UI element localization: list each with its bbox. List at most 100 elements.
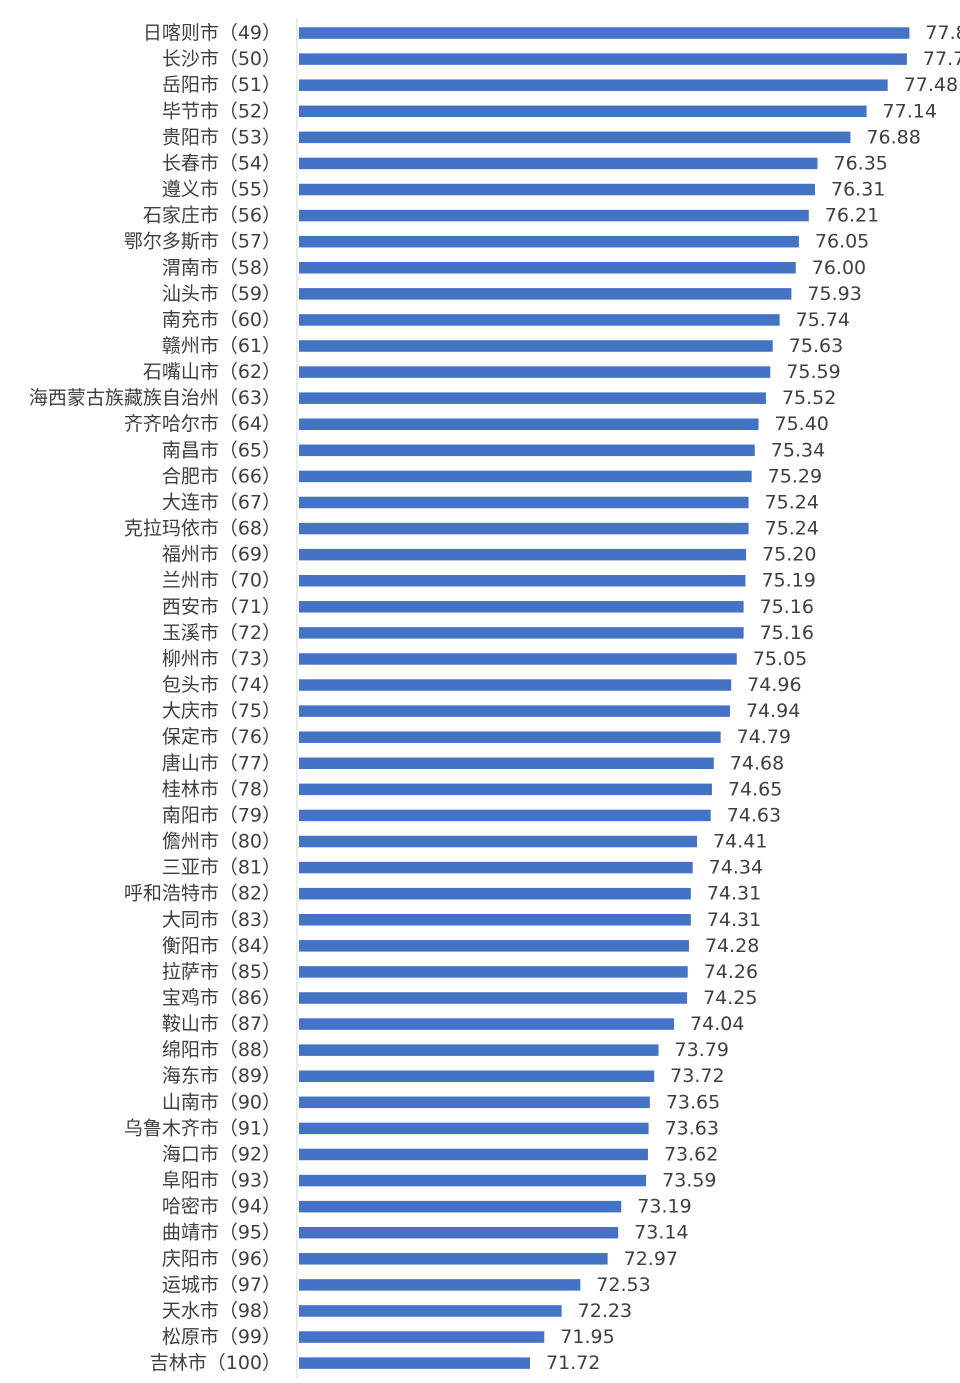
bar: [299, 992, 688, 1004]
data-label: 74.34: [709, 857, 763, 879]
data-label: 72.97: [624, 1248, 678, 1270]
category-label: 南昌市（65）: [162, 439, 281, 461]
bar: [299, 79, 888, 91]
category-label: 乌鲁木齐市（91）: [124, 1117, 281, 1139]
data-label: 75.93: [807, 283, 861, 305]
bar: [299, 809, 711, 822]
category-label: 山南市（90）: [162, 1091, 281, 1113]
category-label: 渭南市（58）: [162, 257, 281, 279]
bar: [299, 1148, 648, 1161]
data-label: 73.65: [666, 1091, 720, 1113]
data-label: 74.31: [707, 883, 761, 905]
category-label: 南阳市（79）: [162, 804, 281, 826]
bar: [299, 705, 730, 717]
bar: [299, 1279, 581, 1291]
data-label: 76.05: [815, 231, 869, 253]
category-label: 汕头市（59）: [162, 283, 281, 305]
category-label: 兰州市（70）: [162, 570, 281, 592]
bar: [299, 444, 755, 457]
data-label: 75.74: [796, 309, 850, 331]
data-label: 73.63: [665, 1117, 719, 1139]
data-label: 74.68: [730, 752, 784, 774]
bar: [299, 679, 732, 691]
category-label: 遵义市（55）: [162, 179, 281, 201]
data-label: 72.53: [596, 1274, 650, 1296]
category-label: 运城市（97）: [162, 1274, 281, 1296]
bar: [299, 157, 818, 170]
bar: [299, 1253, 608, 1265]
bar: [299, 1044, 659, 1056]
category-label: 毕节市（52）: [162, 100, 281, 122]
category-label: 松原市（99）: [162, 1326, 281, 1348]
data-label: 74.79: [737, 726, 791, 748]
data-label: 74.28: [705, 935, 759, 957]
bar: [299, 366, 771, 378]
bar: [299, 835, 698, 848]
data-label: 74.65: [728, 778, 782, 800]
category-label: 衡阳市（84）: [162, 935, 281, 957]
bar: [299, 1226, 619, 1239]
data-label: 77.48: [904, 74, 958, 96]
data-label: 75.59: [786, 361, 840, 383]
category-label: 长沙市（50）: [162, 48, 281, 70]
data-label: 75.19: [761, 570, 815, 592]
category-label: 大同市（83）: [162, 909, 281, 931]
category-label: 大庆市（75）: [162, 700, 281, 722]
bar: [299, 53, 907, 65]
bar: [299, 1305, 562, 1317]
category-label: 曲靖市（95）: [162, 1222, 281, 1244]
data-label: 76.21: [825, 205, 879, 227]
bar: [299, 235, 799, 248]
bar: [299, 1122, 649, 1135]
bar: [299, 418, 759, 430]
category-label: 宝鸡市（86）: [162, 987, 281, 1009]
category-label: 保定市（76）: [162, 726, 281, 748]
bars: [299, 27, 910, 1369]
data-label: 75.63: [789, 335, 843, 357]
data-label: 74.96: [747, 674, 801, 696]
category-label: 齐齐哈尔市（64）: [124, 413, 281, 435]
category-label: 长春市（54）: [162, 152, 281, 174]
data-label: 76.88: [866, 126, 920, 148]
bar: [299, 574, 746, 587]
data-label: 75.34: [771, 439, 825, 461]
data-label: 74.26: [704, 961, 758, 983]
data-label: 74.25: [703, 987, 757, 1009]
bar: [299, 27, 910, 39]
bar: [299, 522, 749, 535]
data-label: 76.31: [831, 179, 885, 201]
category-label: 赣州市（61）: [162, 335, 281, 357]
data-label: 75.05: [753, 648, 807, 670]
category-label: 玉溪市（72）: [162, 622, 281, 644]
data-label: 74.63: [727, 804, 781, 826]
data-labels: 77.83 77.79 77.48 77.14 76.88 76.35 76.31 76.21…: [546, 22, 960, 1374]
data-label: 74.41: [713, 831, 767, 853]
category-label: 庆阳市（96）: [162, 1248, 281, 1270]
data-label: 75.16: [760, 596, 814, 618]
category-label: 拉萨市（85）: [162, 961, 281, 983]
bar: [299, 861, 693, 874]
bar: [299, 548, 747, 561]
bar: [299, 1070, 655, 1082]
category-label: 南充市（60）: [162, 309, 281, 331]
data-label: 71.72: [546, 1352, 600, 1374]
data-label: 75.20: [762, 544, 816, 566]
bar: [299, 757, 714, 770]
data-label: 77.83: [925, 22, 960, 44]
category-label: 哈密市（94）: [162, 1196, 281, 1218]
bar: [299, 783, 712, 796]
data-label: 75.29: [768, 465, 822, 487]
category-label: 阜阳市（93）: [162, 1170, 281, 1192]
category-label: 石家庄市（56）: [143, 205, 281, 227]
bar: [299, 1018, 675, 1030]
bar: [299, 1357, 530, 1369]
data-label: 73.72: [670, 1065, 724, 1087]
bar: [299, 131, 851, 144]
bar: [299, 1096, 650, 1109]
category-label: 海东市（89）: [162, 1065, 281, 1087]
category-label: 柳州市（73）: [162, 648, 281, 670]
bar: [299, 627, 744, 639]
category-label: 贵阳市（53）: [162, 126, 281, 148]
bar: [299, 887, 691, 900]
